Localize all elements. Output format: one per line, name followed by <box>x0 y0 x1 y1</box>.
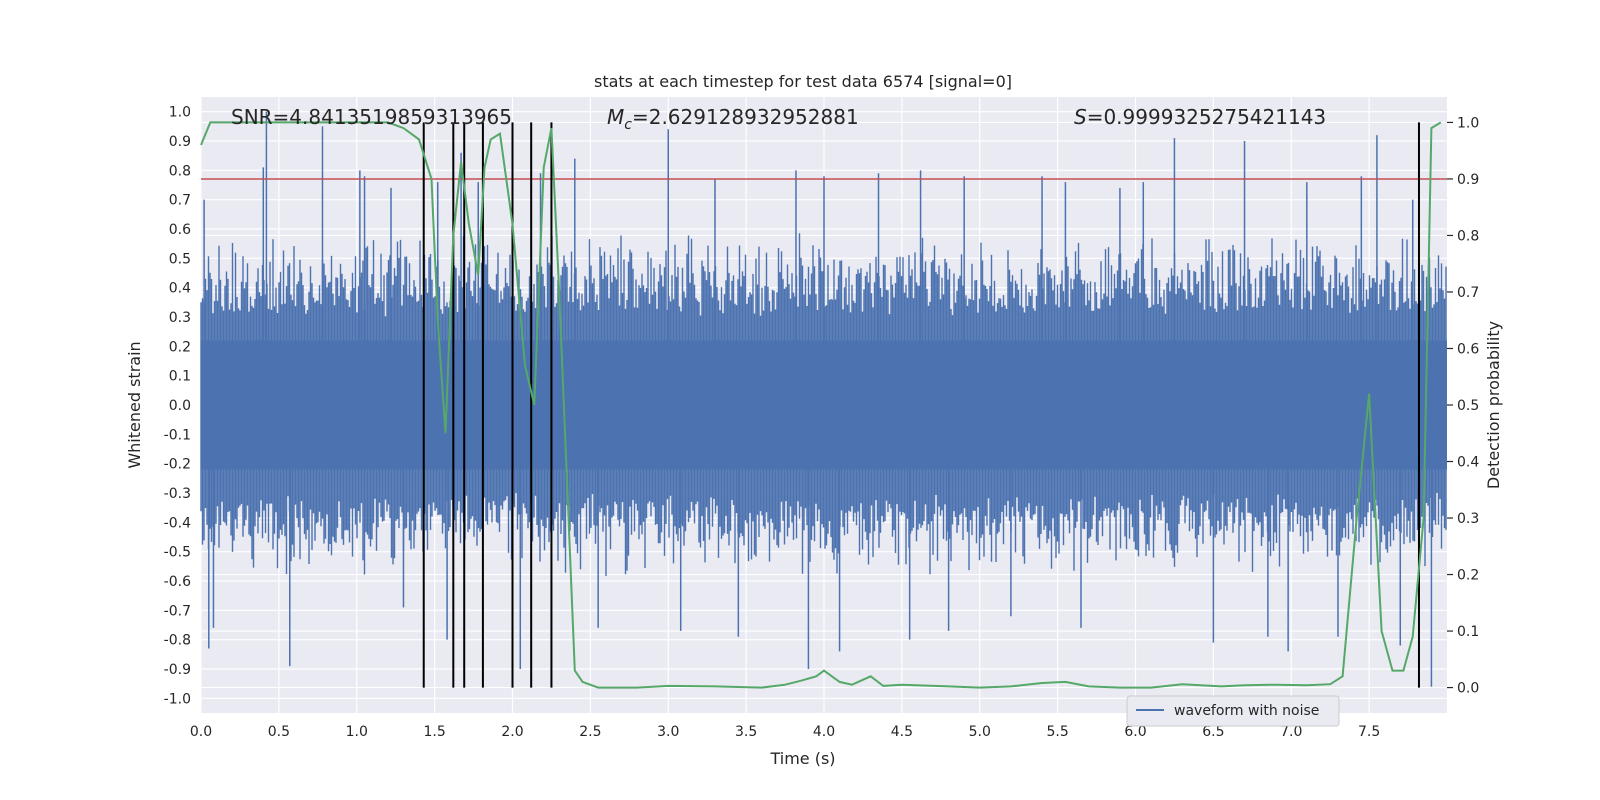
chart-title: stats at each timestep for test data 657… <box>594 72 1012 91</box>
y-left-tick-label: 0.6 <box>169 222 191 238</box>
y-left-tick-label: -0.9 <box>164 662 191 678</box>
x-tick-label: 7.0 <box>1280 724 1302 740</box>
y-left-tick-label: -0.5 <box>164 545 191 561</box>
y-left-tick-label: -0.6 <box>164 574 191 590</box>
legend: waveform with noise <box>1126 695 1340 727</box>
y-right-tick-label: 1.0 <box>1457 115 1479 131</box>
y-left-tick-label: 0.8 <box>169 163 191 179</box>
y-left-tick-label: -1.0 <box>164 691 191 707</box>
y-left-tick-label: 0.2 <box>169 339 191 355</box>
snr-annotation: SNR=4.8413519859313965 <box>231 105 512 129</box>
y-right-tick-label: 0.9 <box>1457 172 1479 188</box>
y-right-tick-label: 0.1 <box>1457 624 1479 640</box>
x-tick-label: 6.5 <box>1202 724 1224 740</box>
x-tick-label: 4.0 <box>813 724 835 740</box>
x-tick-label: 2.5 <box>579 724 601 740</box>
legend-box <box>1126 695 1340 727</box>
chirp-mass-value: =2.629128932952881 <box>632 105 859 129</box>
s-symbol: S <box>1074 105 1087 129</box>
x-axis-label: Time (s) <box>769 749 835 768</box>
y-right-tick-label: 0.5 <box>1457 398 1479 414</box>
chirp-mass-annotation: Mc=2.629128932952881 <box>607 105 859 133</box>
waveform-spikes <box>203 111 1433 687</box>
y-right-tick-label: 0.4 <box>1457 455 1479 471</box>
x-tick-label: 7.5 <box>1358 724 1380 740</box>
x-axis-ticks: 0.0 0.5 1.0 1.5 2.0 2.5 3.0 3.5 4.0 4.5 5.0 5.5 6.0 6… <box>190 724 1380 740</box>
x-tick-label: 1.5 <box>423 724 445 740</box>
y-right-tick-label: 0.2 <box>1457 568 1479 584</box>
y-left-tick-label: 0.5 <box>169 251 191 267</box>
y-right-tick-label: 0.3 <box>1457 511 1479 527</box>
y-left-tick-label: 0.7 <box>169 193 191 209</box>
x-tick-label: 4.5 <box>891 724 913 740</box>
y-axis-left-label: Whitened strain <box>125 341 144 468</box>
y-right-tick-label: 0.0 <box>1457 681 1479 697</box>
y-left-tick-label: 0.4 <box>169 281 191 297</box>
x-tick-label: 5.5 <box>1046 724 1068 740</box>
y-left-tick-label: -0.2 <box>164 457 191 473</box>
y-left-tick-label: 0.9 <box>169 134 191 150</box>
chirp-mass-symbol: M <box>607 105 624 129</box>
y-left-tick-label: -0.7 <box>164 603 191 619</box>
probability-line <box>200 121 1442 689</box>
chirp-mass-subscript: c <box>624 117 632 133</box>
s-value: =0.9999325275421143 <box>1087 105 1326 129</box>
legend-label: waveform with noise <box>1174 703 1319 719</box>
y-right-tick-label: 0.8 <box>1457 228 1479 244</box>
y-axis-right-label: Detection probability <box>1484 321 1503 489</box>
detection-vlines <box>422 122 1420 688</box>
y-left-tick-label: -0.1 <box>164 427 191 443</box>
y-axis-right-ticks: 0.0 0.1 0.2 0.3 0.4 0.5 0.6 0.7 0.8 0.9 1.0 <box>1447 115 1479 697</box>
x-tick-label: 0.0 <box>190 724 212 740</box>
y-right-tick-label: 0.7 <box>1457 285 1479 301</box>
x-tick-label: 0.5 <box>268 724 290 740</box>
y-left-tick-label: -0.3 <box>164 486 191 502</box>
x-tick-label: 3.5 <box>735 724 757 740</box>
y-axis-left-ticks: -1.0 -0.9 -0.8 -0.7 -0.6 -0.5 -0.4 -0.3 -0.2 -0.1… <box>164 105 191 708</box>
x-tick-label: 6.0 <box>1124 724 1146 740</box>
s-annotation: S=0.9999325275421143 <box>1074 105 1326 129</box>
x-tick-label: 5.0 <box>969 724 991 740</box>
y-left-tick-label: 0.1 <box>169 369 191 385</box>
y-right-tick-label: 0.6 <box>1457 341 1479 357</box>
y-left-tick-label: -0.8 <box>164 633 191 649</box>
x-tick-label: 2.0 <box>501 724 523 740</box>
waveform-noise <box>200 233 1447 576</box>
x-tick-label: 1.0 <box>346 724 368 740</box>
x-tick-label: 3.0 <box>657 724 679 740</box>
y-left-tick-label: -0.4 <box>164 515 191 531</box>
y-left-tick-label: 0.0 <box>169 398 191 414</box>
y-left-tick-label: 1.0 <box>169 105 191 121</box>
y-left-tick-label: 0.3 <box>169 310 191 326</box>
